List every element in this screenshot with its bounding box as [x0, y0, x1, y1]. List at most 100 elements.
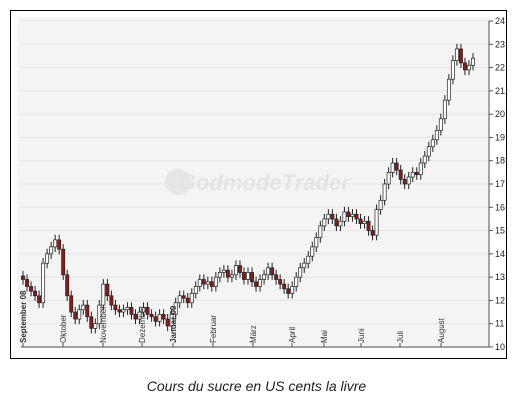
candle — [426, 141, 431, 162]
candle — [49, 241, 54, 259]
candle-body — [302, 262, 307, 269]
candle — [298, 262, 303, 283]
candle-body — [298, 267, 303, 278]
candle-body — [93, 323, 98, 329]
candle-body — [242, 272, 246, 280]
candle — [53, 234, 58, 252]
candle-body — [121, 309, 126, 313]
candle — [402, 174, 407, 190]
candle — [258, 274, 263, 292]
candle — [266, 262, 271, 280]
candle — [374, 204, 379, 241]
candle — [213, 272, 218, 292]
candle-body — [161, 314, 166, 320]
candle — [262, 269, 267, 285]
watermark-icon — [165, 169, 191, 195]
y-tick-label: 15 — [495, 226, 505, 236]
x-tick-label: April — [288, 327, 297, 343]
candle — [302, 258, 307, 273]
candle — [338, 216, 343, 232]
candle-body — [306, 255, 311, 264]
candle-body — [370, 230, 375, 236]
candle-body — [310, 246, 315, 257]
candle — [233, 260, 238, 280]
candle-body — [338, 220, 343, 227]
candle-body — [41, 262, 46, 304]
candle-body — [454, 48, 459, 61]
candle — [290, 281, 295, 299]
candle — [463, 57, 467, 76]
candle — [189, 288, 194, 308]
candle — [382, 178, 387, 206]
candle — [145, 302, 150, 320]
y-tick-label: 16 — [495, 202, 505, 212]
candle — [197, 274, 202, 292]
candle-body — [422, 155, 427, 164]
candle — [101, 279, 106, 311]
candle-body — [294, 276, 299, 287]
candle — [125, 302, 130, 315]
candle — [418, 157, 423, 180]
candle-body — [362, 220, 367, 224]
candle — [133, 309, 138, 325]
y-tick-label: 14 — [495, 249, 505, 259]
candle-body — [418, 162, 423, 176]
candle-body — [33, 290, 38, 297]
y-tick-label: 18 — [495, 156, 505, 166]
candle-body — [458, 48, 463, 64]
candle-body — [145, 307, 150, 315]
candle-body — [37, 295, 42, 304]
candle-body — [467, 64, 471, 71]
candle-body — [157, 314, 162, 322]
candle — [398, 164, 403, 185]
candle — [173, 297, 178, 320]
candle-body — [89, 316, 94, 329]
y-tick-label: 21 — [495, 86, 505, 96]
x-tick-label: Oktober — [59, 314, 68, 343]
candle — [61, 244, 66, 280]
candle — [454, 43, 459, 66]
candle — [414, 167, 419, 180]
candle — [410, 167, 415, 183]
candle — [109, 290, 114, 311]
candle — [77, 304, 82, 325]
candle-body — [430, 139, 435, 148]
candle — [370, 225, 375, 241]
candle — [450, 55, 455, 85]
candle-body — [446, 78, 451, 101]
candle-body — [322, 218, 327, 227]
candle-body — [342, 211, 347, 222]
candle — [85, 299, 90, 322]
candle-body — [117, 309, 122, 313]
candle-body — [286, 288, 291, 294]
candle — [270, 262, 275, 280]
candle — [378, 195, 383, 215]
candle — [181, 290, 186, 304]
candle-body — [209, 281, 214, 287]
candle — [105, 279, 110, 301]
candle — [350, 209, 355, 222]
x-tick-label: Februar — [209, 315, 218, 343]
y-tick-label: 13 — [495, 272, 505, 282]
candle — [471, 53, 475, 71]
candle — [250, 267, 254, 287]
candle — [165, 313, 170, 332]
candle — [442, 95, 447, 124]
candle-body — [53, 239, 58, 248]
candle — [282, 279, 287, 294]
candle-body — [113, 304, 118, 311]
candle-body — [181, 295, 186, 299]
candle-body — [137, 311, 142, 320]
candle — [294, 272, 299, 292]
candle — [406, 171, 411, 190]
candle — [346, 206, 351, 222]
candle — [21, 270, 25, 285]
candle — [201, 274, 206, 290]
candle-body — [57, 239, 62, 250]
candle-body — [426, 146, 431, 157]
candle-body — [125, 307, 130, 311]
candle — [97, 299, 102, 329]
candle-body — [386, 172, 391, 185]
candle — [129, 302, 134, 320]
candle — [330, 209, 335, 225]
